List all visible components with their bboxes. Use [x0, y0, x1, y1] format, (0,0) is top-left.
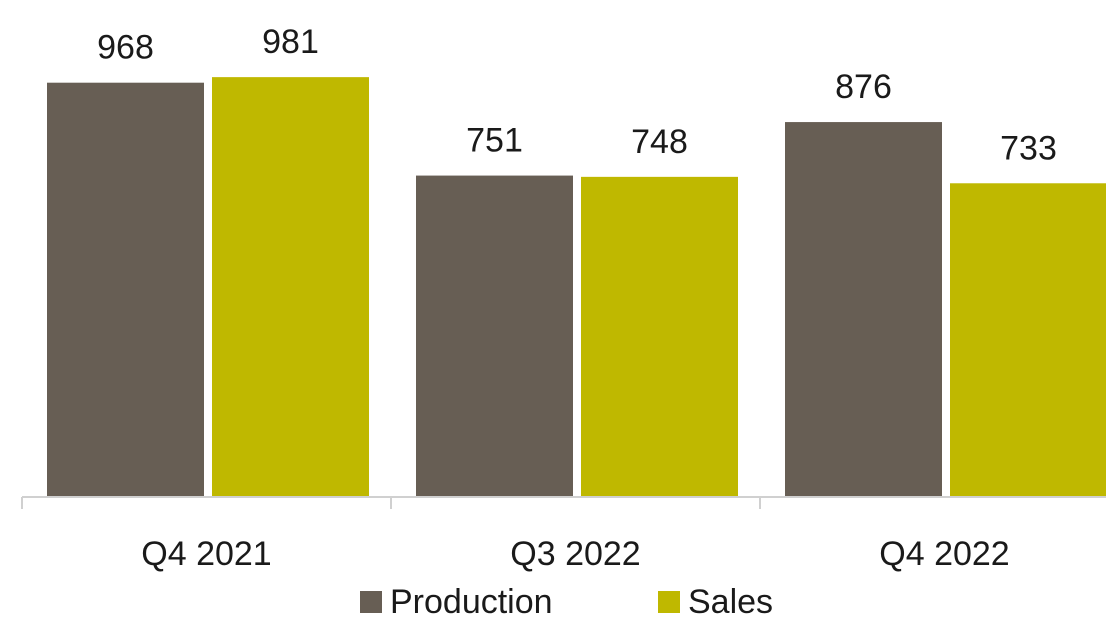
bar-sales-q4-2022 [950, 183, 1106, 497]
data-label-sales-q4-2021: 981 [262, 23, 319, 61]
bar-production-q3-2022 [416, 175, 573, 497]
bar-sales-q4-2021 [212, 77, 369, 497]
data-label-production-q4-2022: 876 [835, 68, 892, 106]
legend: Production Sales [360, 583, 773, 621]
data-label-production-q3-2022: 751 [466, 122, 523, 160]
bars-layer [47, 77, 1106, 498]
data-labels-layer: 968 981 751 748 876 733 [97, 23, 1057, 167]
bar-production-q4-2022 [785, 122, 942, 498]
bar-sales-q3-2022 [581, 176, 738, 497]
x-tick-label-q4-2021: Q4 2021 [141, 535, 271, 573]
legend-label-production: Production [390, 583, 553, 621]
x-tick-label-q4-2022: Q4 2022 [879, 535, 1009, 573]
legend-swatch-sales [658, 591, 680, 613]
data-label-production-q4-2021: 968 [97, 29, 154, 67]
legend-swatch-production [360, 591, 382, 613]
legend-item-sales: Sales [658, 583, 773, 621]
bar-production-q4-2021 [47, 82, 204, 498]
data-label-sales-q3-2022: 748 [631, 123, 688, 161]
legend-item-production: Production [360, 583, 553, 621]
data-label-sales-q4-2022: 733 [1000, 129, 1057, 167]
x-tick-label-q3-2022: Q3 2022 [510, 535, 640, 573]
legend-label-sales: Sales [688, 583, 773, 621]
x-axis: Q4 2021 Q3 2022 Q4 2022 [21, 496, 1106, 573]
